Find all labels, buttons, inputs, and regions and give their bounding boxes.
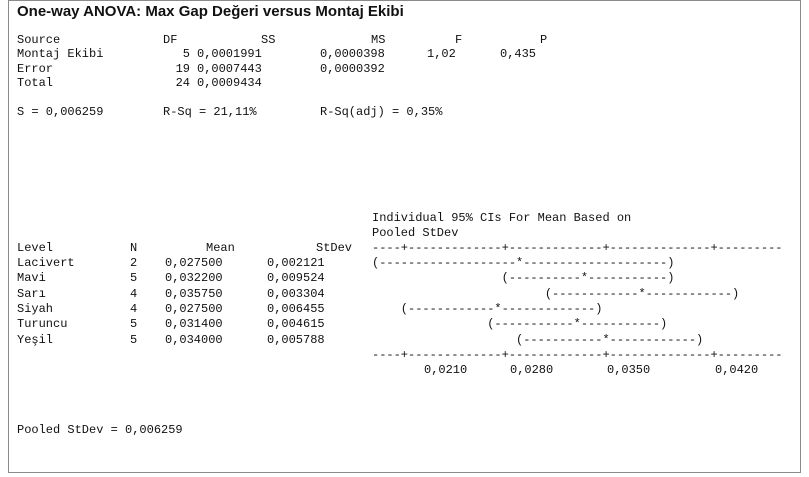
ci-tick-label: 0,0280 <box>510 363 554 377</box>
level-cell: Lacivert <box>17 256 75 270</box>
ci-interval: (-----------*------------) <box>372 332 704 347</box>
anova-cell: Error <box>17 61 54 76</box>
level-cell: 0,004615 <box>267 317 325 332</box>
level-cell: 4 <box>130 286 138 301</box>
anova-header: F <box>455 33 463 47</box>
level-cell: Turuncu <box>17 317 68 332</box>
ci-title: Individual 95% CIs For Mean Based on <box>372 211 632 225</box>
anova-cell: 0,0000398 <box>320 47 385 61</box>
anova-cell: 0,0009434 <box>197 76 262 90</box>
ci-interval: (------------*-------------) <box>372 301 603 316</box>
output-frame <box>8 0 801 473</box>
level-cell: 0,035750 <box>165 286 223 301</box>
level-cell: 0,032200 <box>165 271 223 286</box>
anova-cell: 0,0007443 <box>197 61 262 76</box>
level-cell: Yeşil <box>17 332 54 347</box>
level-cell: Siyah <box>17 301 54 316</box>
anova-header: DF <box>163 33 178 47</box>
ci-tick-label: 0,0420 <box>715 363 759 377</box>
level-cell: Mavi <box>17 271 46 286</box>
level-cell: Sarı <box>17 286 46 301</box>
ci-interval: (----------*-----------) <box>372 271 675 286</box>
level-cell: 0,006455 <box>267 301 325 316</box>
level-cell: 0,005788 <box>267 332 325 347</box>
level-cell: 5 <box>130 271 138 286</box>
fit-stat: R-Sq = 21,11% <box>163 105 257 119</box>
fit-stat: S = 0,006259 <box>17 105 104 119</box>
title: One-way ANOVA: Max Gap Değeri versus Mon… <box>17 3 404 20</box>
anova-header: SS <box>261 33 276 47</box>
anova-cell: 24 <box>175 76 190 90</box>
level-cell: 0,034000 <box>165 332 223 347</box>
anova-cell: 0,0001991 <box>197 47 262 61</box>
ci-title: Pooled StDev <box>372 226 459 240</box>
level-cell: 5 <box>130 332 138 347</box>
level-cell: 0,003304 <box>267 286 325 301</box>
anova-cell: 19 <box>175 61 190 76</box>
anova-cell: 0,435 <box>500 47 537 61</box>
fit-stat: R-Sq(adj) = 0,35% <box>320 105 443 119</box>
anova-header: MS <box>371 33 386 47</box>
anova-header: P <box>540 33 548 47</box>
level-header: StDev <box>316 241 353 255</box>
level-cell: 5 <box>130 317 138 332</box>
level-cell: 0,027500 <box>165 256 223 270</box>
anova-cell: 0,0000392 <box>320 61 385 76</box>
anova-header: Source <box>17 33 61 47</box>
level-header: Level <box>17 241 54 255</box>
pooled-stdev: Pooled StDev = 0,006259 <box>17 423 183 437</box>
ci-interval: (-----------*-----------) <box>372 317 668 332</box>
ci-interval: (------------*------------) <box>372 286 740 301</box>
anova-cell: 5 <box>182 47 190 61</box>
ci-axis-line: ----+-------------+-------------+-------… <box>372 241 783 255</box>
level-cell: 0,027500 <box>165 301 223 316</box>
level-cell: 2 <box>130 256 138 270</box>
ci-tick-label: 0,0210 <box>424 363 468 377</box>
level-cell: 0,002121 <box>267 256 325 270</box>
anova-cell: Montaj Ekibi <box>17 47 104 61</box>
level-header: Mean <box>206 241 235 255</box>
ci-tick-label: 0,0350 <box>607 363 651 377</box>
level-cell: 4 <box>130 301 138 316</box>
anova-cell: 1,02 <box>427 47 456 61</box>
level-cell: 0,009524 <box>267 271 325 286</box>
anova-cell: Total <box>17 76 54 90</box>
level-cell: 0,031400 <box>165 317 223 332</box>
level-header: N <box>130 241 138 255</box>
ci-axis-line: ----+-------------+-------------+-------… <box>372 348 783 362</box>
ci-interval: (-------------------*-------------------… <box>372 256 675 270</box>
